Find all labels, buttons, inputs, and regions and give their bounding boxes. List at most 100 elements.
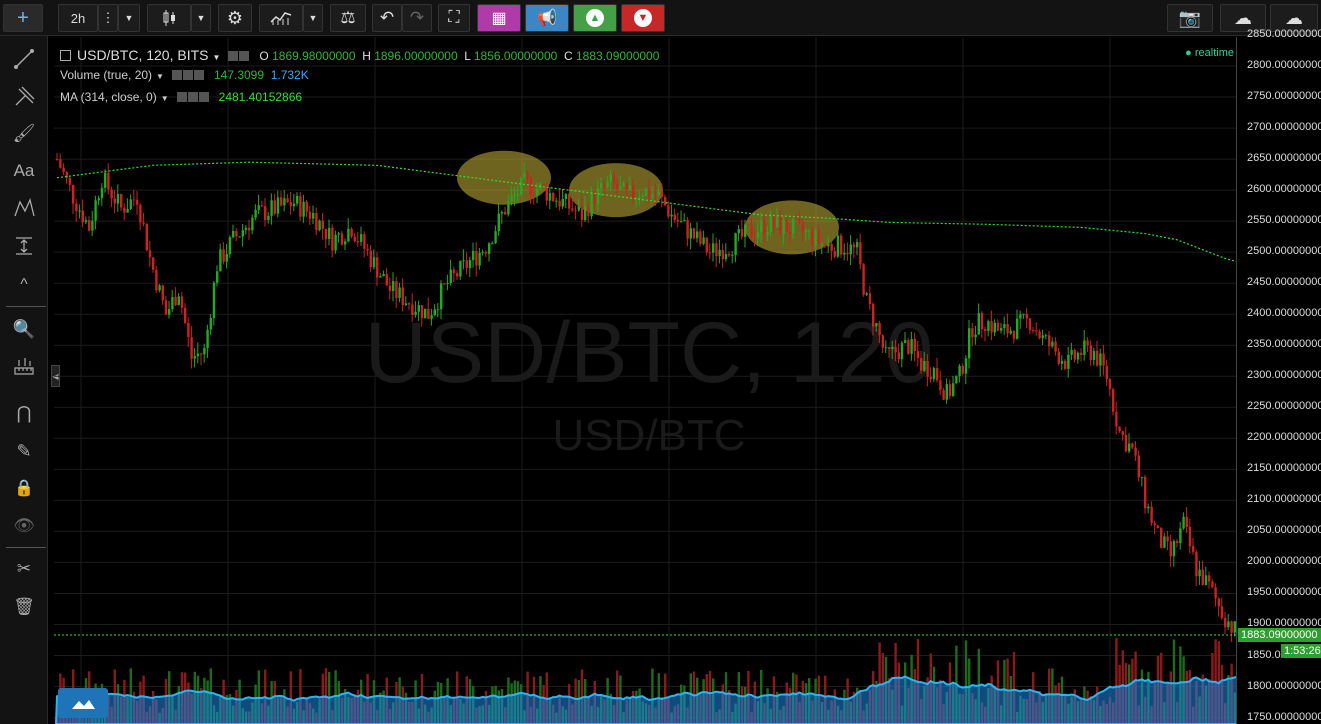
price-axis[interactable]: 2850.00000000 2800.00000000 2750.00000000 2… [1236,28,1321,724]
text-tool[interactable]: Aa [6,156,42,186]
candle-body [356,241,360,243]
candle-body [1166,536,1169,542]
volume-bar [964,640,968,724]
trend-line-tool[interactable] [6,44,42,74]
candle-body [769,216,772,233]
magnet-tool[interactable]: ⋂ [6,398,42,428]
candle-body [264,206,267,221]
candle-body [1035,330,1038,332]
stay-in-drawing-mode-tool[interactable]: ✎ [6,436,42,466]
candle-body [331,227,334,251]
low-label: L [464,49,471,63]
candle-body [75,203,78,212]
candle-body [200,353,203,355]
candle-body [740,229,744,237]
candle-body [132,199,136,201]
candle-body [532,194,536,196]
settings-button[interactable]: ⚙ [218,4,252,32]
indicators-button[interactable] [259,4,303,32]
price-chart[interactable]: USD/BTC, 120 USD/BTC [54,37,1236,724]
candle-body [526,173,529,179]
save-chart-button[interactable]: ☁ [1270,4,1318,32]
candle-body [100,187,104,199]
drawing-toolbar: 🖌 Aa ^ 🔍 ⋂ ✎ 🔒 👁 ✂ 🗑 [0,36,48,724]
candle-body [388,285,392,291]
announce-button[interactable]: 📢 [525,4,569,32]
candle-body [817,230,820,244]
indicators-icon [270,12,292,25]
hide-drawings-tool[interactable]: 👁 [6,511,42,541]
fullscreen-button[interactable]: ⛶ [438,4,470,32]
collapse-legend-icon[interactable] [60,50,71,61]
eye-icon[interactable] [176,92,187,102]
close-icon[interactable] [198,92,209,102]
sell-button[interactable]: ▼ [621,4,665,32]
candle-body [1012,330,1016,339]
top-toolbar: + 2h ⋮ ▼ ▼ ⚙ ▼ ⚖ ↶ ↷ ⛶ ▦ 📢 ▲ ▼ [0,0,1321,36]
toolbar-divider [6,306,46,307]
snapshot-button[interactable]: 📷 [1167,4,1213,32]
chart-type-button[interactable] [147,4,191,32]
interval-dropdown-button[interactable]: ▼ [118,4,140,32]
candle-body [251,217,254,231]
gear-icon[interactable] [187,92,198,102]
chart-type-dropdown-button[interactable]: ▼ [191,4,211,32]
candle-body [612,174,616,184]
ma-title[interactable]: MA (314, close, 0) [60,90,157,104]
pattern-tool[interactable] [6,193,42,223]
indicators-dropdown-button[interactable]: ▼ [303,4,323,32]
candle-body [369,250,372,268]
crosshair-icon: + [17,7,29,29]
candle-body [72,185,75,204]
pitchfork-tool[interactable] [6,81,42,111]
crosshair-tool-button[interactable]: + [3,4,43,32]
undo-button[interactable]: ↶ [372,4,402,32]
candle-body [430,315,433,319]
candle-body [161,285,164,301]
measure-tool[interactable] [6,231,42,261]
candle-body [884,347,888,349]
symbol-title[interactable]: USD/BTC, 120, BITS [77,47,209,63]
measure-ruler-tool[interactable] [6,352,42,382]
gear-icon[interactable] [182,70,193,80]
candle-body [1185,516,1188,527]
candle-body [660,191,664,197]
chevron-down-icon[interactable]: ▼ [156,72,164,81]
candle-body [846,252,849,255]
candle-body [81,210,84,223]
redo-button[interactable]: ↷ [402,4,432,32]
collapse-tools-button[interactable]: ^ [6,270,42,300]
candle-body [1179,528,1182,544]
remove-drawings-tool[interactable]: 🗑 [6,592,42,622]
eye-icon[interactable] [228,51,239,61]
buy-button[interactable]: ▲ [573,4,617,32]
ma-value: 2481.40152866 [218,90,303,104]
candle-body [468,260,472,269]
chevron-down-icon[interactable]: ▼ [160,94,169,103]
candle-body [315,213,318,231]
logo[interactable] [58,688,108,718]
close-icon[interactable] [193,70,204,80]
candle-body [1064,360,1067,369]
candle-body [712,243,715,253]
eye-icon[interactable] [171,70,182,80]
more-options-button[interactable]: ⋮ [98,4,118,32]
candle-body [683,219,686,222]
candle-body [782,219,785,235]
interval-button[interactable]: 2h [58,4,98,32]
chevron-down-icon[interactable]: ▼ [212,53,221,62]
candle-body [731,254,734,256]
highlight-ellipse[interactable] [457,150,551,205]
drawing-properties-tool[interactable]: ✂ [6,554,42,584]
chart-pane[interactable]: USD/BTC, 120 USD/BTC USD/BTC, 120, BITS ▼… [54,37,1236,724]
cube-button[interactable]: ▦ [477,4,521,32]
compare-button[interactable]: ⚖ [330,4,366,32]
load-chart-button[interactable]: ☁ [1220,4,1266,32]
candle-body [724,253,728,260]
brush-tool[interactable]: 🖌 [6,118,42,148]
volume-title[interactable]: Volume (true, 20) [60,68,153,82]
lock-drawings-tool[interactable]: 🔒 [6,473,42,503]
zoom-in-tool[interactable]: 🔍 [6,314,42,344]
volume-bar [1172,639,1176,724]
gear-icon[interactable] [239,51,250,61]
